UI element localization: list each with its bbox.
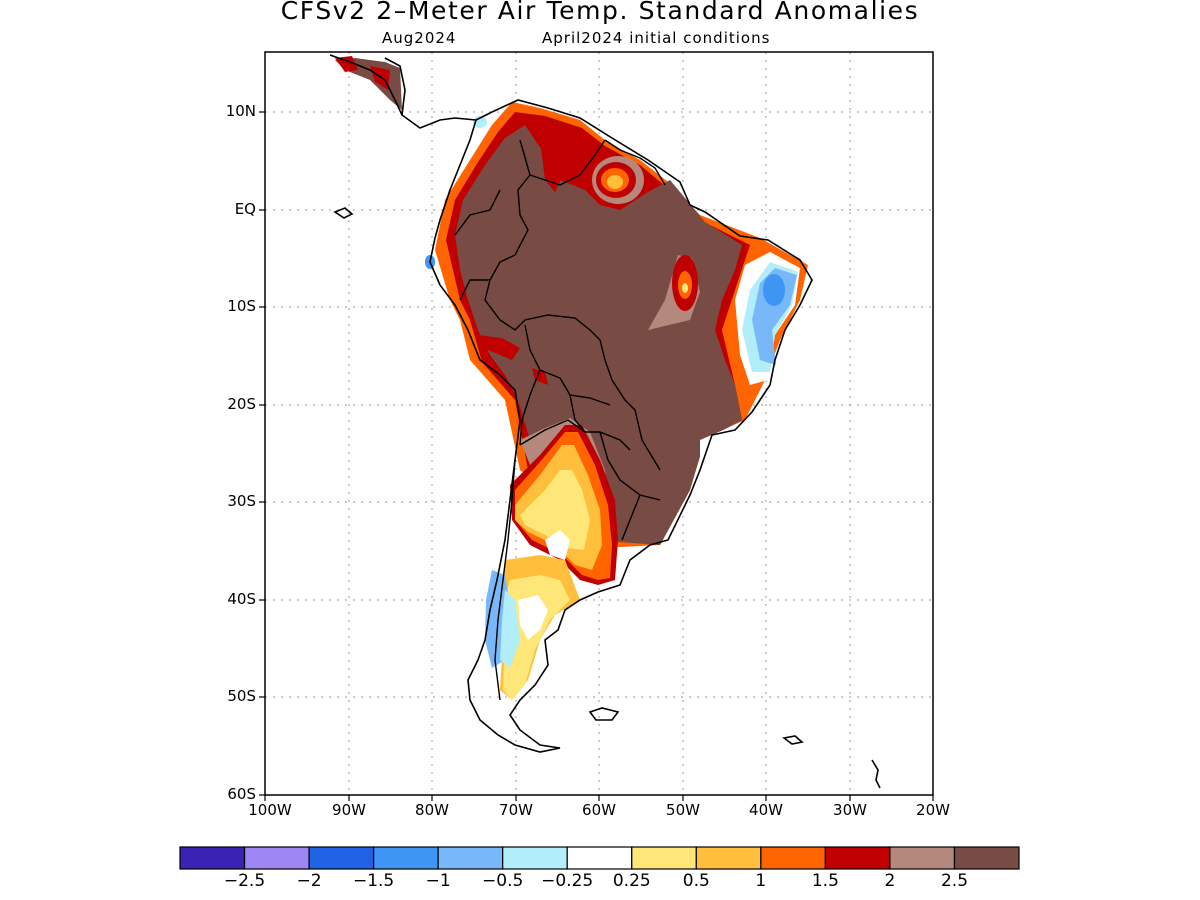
colorbar-swatch xyxy=(179,846,246,870)
colorbar-swatch xyxy=(824,846,891,870)
venezuela-anomaly-red xyxy=(540,132,582,192)
patagonia-cyan xyxy=(500,590,520,668)
lon-label-100w: 100W xyxy=(248,801,292,819)
colorbar-label: −2 xyxy=(296,871,322,891)
lat-label-eq: EQ xyxy=(234,200,256,218)
se-brazil-white xyxy=(700,425,740,470)
colorbar-swatch xyxy=(631,846,697,870)
galapagos xyxy=(333,207,354,219)
colorbar-label: −0.5 xyxy=(482,871,524,891)
central-america-red xyxy=(335,56,358,72)
colorbar-swatch xyxy=(889,846,956,870)
south-georgia xyxy=(782,735,804,745)
colorbar-swatch xyxy=(243,846,310,870)
lat-label-40s: 40S xyxy=(227,590,256,608)
lon-label-70w: 70W xyxy=(499,801,533,819)
map-title: CFSv2 2–Meter Air Temp. Standard Anomali… xyxy=(280,0,920,25)
lat-label-10n: 10N xyxy=(225,102,256,120)
colorbar-label: 2.5 xyxy=(940,871,969,891)
colorbar-label: 2 xyxy=(884,871,896,891)
lat-label-20s: 20S xyxy=(227,395,256,413)
forecast-month: Aug2024 xyxy=(382,29,457,47)
ne-brazil-deep-blue xyxy=(763,274,785,306)
falkland-islands xyxy=(588,707,620,721)
axis-ticks xyxy=(259,111,934,801)
map-area xyxy=(265,52,933,795)
south-sandwich xyxy=(871,759,881,789)
central-america-coastline xyxy=(329,54,477,129)
lat-label-10s: 10S xyxy=(227,297,256,315)
colorbar-swatch xyxy=(437,846,504,870)
brazil-anomaly-yellow xyxy=(682,283,688,293)
colorbar-swatch xyxy=(695,846,762,870)
colorbar-swatch xyxy=(566,846,633,870)
colorbar-label: 0.5 xyxy=(682,871,710,891)
lat-label-30s: 30S xyxy=(227,492,256,510)
lon-label-30w: 30W xyxy=(833,801,867,819)
colorbar-label: 1 xyxy=(755,871,767,891)
lon-label-50w: 50W xyxy=(666,801,700,819)
central-america-red-2 xyxy=(370,66,390,90)
argentina-white xyxy=(545,530,570,560)
colorbar xyxy=(179,846,1020,870)
south-america-coastline xyxy=(429,99,813,753)
andes-red-streak xyxy=(478,335,520,360)
country-borders xyxy=(454,139,666,701)
lat-label-60s: 60S xyxy=(227,785,256,803)
lon-label-40w: 40W xyxy=(749,801,783,819)
colorbar-label: −2.5 xyxy=(223,871,266,891)
anomaly-high-core xyxy=(455,125,742,545)
central-america-coastline-north xyxy=(384,57,406,116)
lon-label-60w: 60W xyxy=(582,801,616,819)
colorbar-swatch xyxy=(373,846,439,870)
colorbar-label: −1.5 xyxy=(352,871,395,891)
colorbar-label: −1 xyxy=(425,871,451,891)
argentina-yellow xyxy=(520,470,590,550)
lon-label-20w: 20W xyxy=(916,801,950,819)
colorbar-swatch xyxy=(760,846,826,870)
lat-label-50s: 50S xyxy=(227,687,256,705)
initial-conditions: April2024 initial conditions xyxy=(542,29,771,47)
colorbar-swatch xyxy=(953,846,1020,870)
lon-label-90w: 90W xyxy=(332,801,366,819)
colorbar-swatch xyxy=(502,846,568,870)
anomaly-shading xyxy=(335,56,808,700)
lon-label-80w: 80W xyxy=(415,801,449,819)
colorbar-label: 0.25 xyxy=(612,871,651,891)
colorbar-label: 1.5 xyxy=(811,871,839,891)
patagonia-white xyxy=(518,595,548,640)
colorbar-label: −0.25 xyxy=(541,871,594,891)
guiana-anomaly-yellow xyxy=(607,175,623,189)
colorbar-swatch xyxy=(308,846,375,870)
coastlines xyxy=(329,54,881,789)
